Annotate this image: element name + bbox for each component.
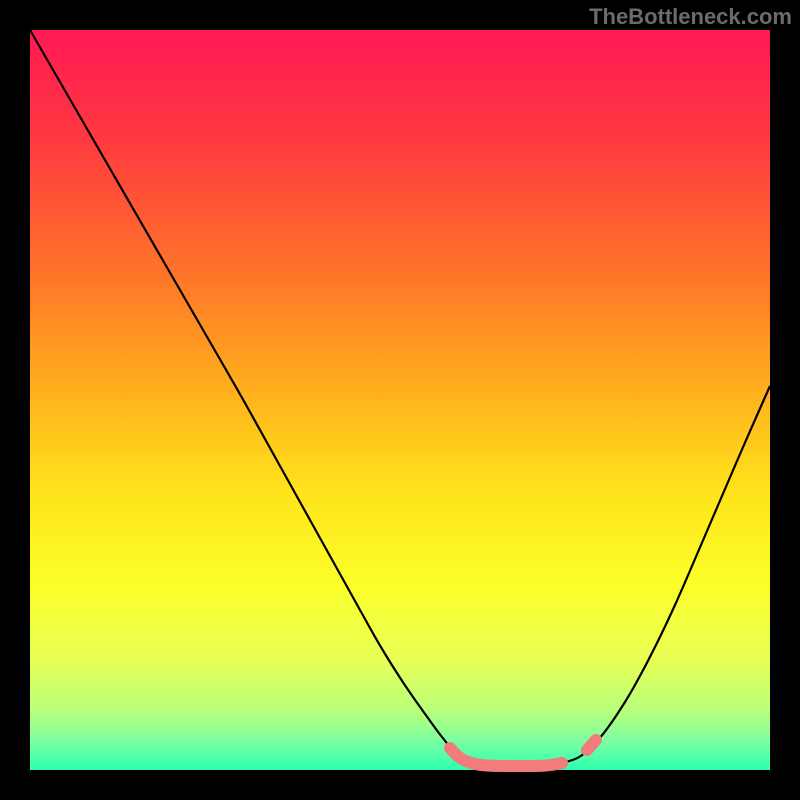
highlight-segment-tick	[587, 740, 596, 750]
chart-container: TheBottleneck.com	[0, 0, 800, 800]
watermark-text: TheBottleneck.com	[589, 4, 792, 30]
bottleneck-chart	[0, 0, 800, 800]
plot-area	[30, 30, 770, 770]
